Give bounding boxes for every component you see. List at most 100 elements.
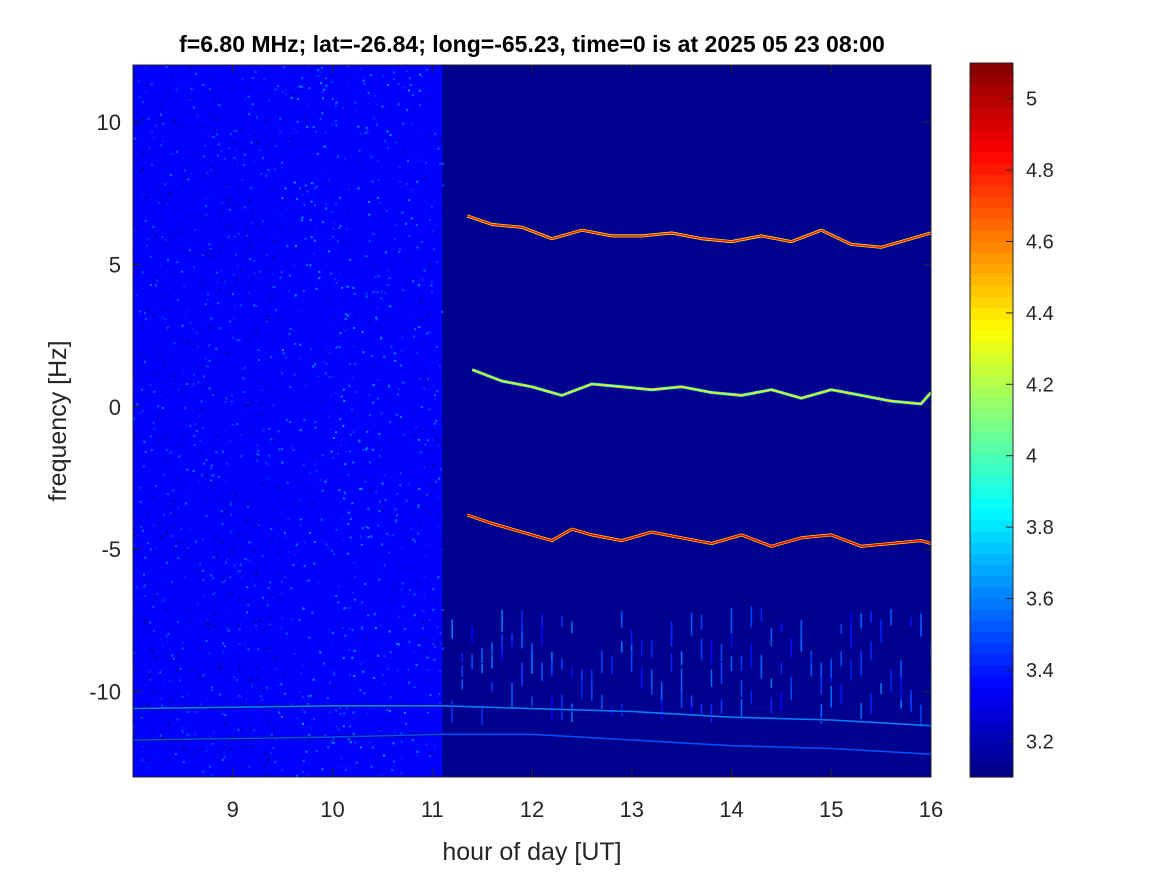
noise-pixel [441, 548, 443, 551]
noise-pixel [335, 673, 338, 676]
noise-pixel [211, 578, 214, 581]
noise-pixel [219, 327, 222, 330]
noise-pixel [417, 314, 420, 317]
noise-pixel [349, 575, 352, 578]
colorbar-step [970, 687, 1013, 700]
noise-pixel [357, 439, 360, 442]
noise-pixel [236, 339, 239, 342]
noise-pixel [309, 158, 312, 161]
noise-pixel [269, 244, 271, 247]
noise-pixel [342, 657, 345, 660]
noise-pixel [157, 710, 160, 712]
noise-pixel [255, 129, 258, 132]
noise-pixel [310, 236, 313, 239]
noise-pixel [139, 367, 142, 370]
noise-pixel [178, 248, 181, 251]
noise-pixel [142, 101, 145, 104]
noise-pixel [196, 345, 199, 348]
noise-pixel [378, 86, 381, 89]
noise-pixel [396, 492, 399, 495]
noise-pixel [360, 405, 363, 408]
noise-pixel [238, 627, 241, 630]
colorbar-tick-label: 3.8 [1026, 517, 1054, 539]
noise-pixel [224, 280, 227, 283]
noise-pixel [313, 456, 316, 459]
noise-pixel [301, 216, 304, 219]
noise-pixel [139, 170, 142, 173]
noise-pixel [200, 400, 203, 403]
noise-pixel [208, 387, 211, 390]
noise-pixel [214, 626, 216, 629]
noise-pixel [205, 459, 208, 461]
noise-pixel [286, 481, 289, 484]
noise-pixel [172, 326, 175, 329]
noise-pixel [147, 513, 150, 515]
noise-pixel [244, 558, 247, 560]
noise-pixel [225, 561, 228, 564]
noise-pixel [174, 630, 177, 633]
noise-pixel [249, 281, 252, 284]
noise-pixel [157, 187, 159, 190]
noise-pixel [159, 459, 162, 462]
noise-pixel [274, 738, 277, 741]
noise-pixel [302, 695, 305, 698]
noise-pixel [432, 643, 435, 645]
noise-pixel [386, 459, 389, 462]
noise-pixel [351, 581, 354, 584]
noise-pixel [260, 438, 263, 441]
noise-pixel [196, 505, 199, 507]
noise-pixel [166, 561, 168, 564]
noise-pixel [147, 118, 150, 120]
noise-pixel [347, 84, 350, 87]
noise-pixel [417, 284, 420, 286]
noise-pixel [378, 257, 381, 260]
noise-pixel [249, 410, 252, 413]
noise-pixel [270, 527, 273, 530]
noise-pixel [225, 397, 228, 400]
noise-pixel [422, 82, 425, 85]
noise-pixel [335, 358, 338, 361]
noise-pixel [357, 161, 360, 164]
noise-pixel [205, 750, 208, 752]
noise-pixel [217, 760, 220, 763]
noise-pixel [141, 320, 143, 323]
noise-pixel [332, 235, 335, 238]
noise-pixel [155, 124, 157, 127]
noise-pixel [432, 588, 435, 591]
noise-pixel [146, 627, 149, 630]
noise-pixel [189, 386, 192, 389]
noise-pixel [277, 317, 280, 319]
noise-pixel [362, 449, 365, 452]
noise-pixel [290, 445, 293, 448]
noise-pixel [163, 742, 166, 745]
noise-pixel [201, 282, 204, 285]
noise-pixel [402, 350, 405, 353]
noise-pixel [301, 348, 304, 351]
noise-pixel [266, 604, 269, 607]
noise-pixel [313, 718, 316, 721]
colorbar-step [970, 710, 1013, 722]
noise-pixel [418, 89, 421, 92]
noise-pixel [427, 544, 430, 547]
noise-pixel [179, 679, 182, 682]
noise-pixel [154, 347, 157, 350]
noise-pixel [425, 379, 428, 381]
noise-pixel [383, 355, 386, 358]
noise-pixel [308, 579, 311, 582]
noise-pixel [141, 700, 144, 703]
noise-pixel [232, 309, 235, 311]
noise-pixel [191, 110, 194, 112]
noise-pixel [429, 331, 432, 334]
noise-pixel [295, 530, 298, 533]
noise-pixel [428, 537, 431, 540]
noise-pixel [144, 67, 147, 70]
noise-pixel [232, 393, 235, 396]
colorbar-step [970, 319, 1013, 332]
noise-pixel [320, 518, 323, 521]
noise-pixel [234, 149, 237, 152]
noise-pixel [395, 520, 398, 523]
noise-pixel [415, 666, 418, 669]
noise-pixel [356, 694, 359, 697]
noise-pixel [396, 393, 399, 396]
noise-pixel [232, 676, 235, 679]
